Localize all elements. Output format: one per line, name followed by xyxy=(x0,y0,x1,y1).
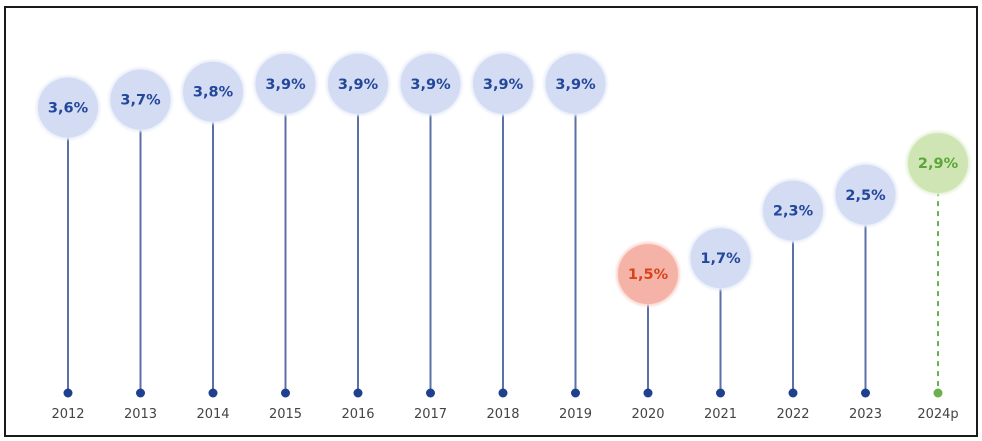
bubble-2019 xyxy=(545,53,606,114)
x-tick-label-2015: 2015 xyxy=(269,407,302,422)
lollipop-2023: 2,5% 2023 xyxy=(833,162,898,422)
x-tick-label-2016: 2016 xyxy=(341,407,374,422)
value-label-2014: 3,8% xyxy=(193,85,234,101)
bubble-2016 xyxy=(328,53,388,114)
base-dot-2014 xyxy=(208,388,218,398)
x-tick-label-2013: 2013 xyxy=(124,407,157,422)
lollipop-2024p: 2,9% 2024p xyxy=(906,131,970,422)
lollipop-2015: 3,9% 2015 xyxy=(253,51,318,422)
base-dot-2022 xyxy=(788,388,798,398)
base-dot-2024p xyxy=(933,388,943,398)
x-tick-label-2021: 2021 xyxy=(704,407,737,422)
bubble-2022 xyxy=(763,180,823,241)
bubble-2017 xyxy=(400,53,461,114)
value-label-2020: 1,5% xyxy=(628,267,669,283)
bubble-2018 xyxy=(473,53,533,114)
value-label-2012: 3,6% xyxy=(48,101,89,117)
x-tick-label-2024p: 2024p xyxy=(917,407,958,422)
value-label-2023: 2,5% xyxy=(845,188,886,204)
value-label-2016: 3,9% xyxy=(338,77,379,93)
x-tick-label-2014: 2014 xyxy=(196,407,229,422)
x-tick-label-2017: 2017 xyxy=(414,407,447,422)
base-dot-2018 xyxy=(498,388,508,398)
lollipop-2019: 3,9% 2019 xyxy=(543,51,608,422)
base-dot-2017 xyxy=(426,388,435,398)
lollipop-2014: 3,8% 2014 xyxy=(181,59,245,422)
bubble-2021 xyxy=(690,228,751,289)
lollipop-2018: 3,9% 2018 xyxy=(471,51,535,422)
lollipop-2013: 3,7% 2013 xyxy=(108,67,173,422)
bubble-2014 xyxy=(183,61,243,122)
value-label-2021: 1,7% xyxy=(700,251,741,267)
value-label-2017: 3,9% xyxy=(410,77,451,93)
base-dot-2013 xyxy=(136,388,145,398)
lollipop-2021: 1,7% 2021 xyxy=(688,226,753,422)
value-label-2013: 3,7% xyxy=(120,93,161,109)
bubble-2015 xyxy=(255,53,316,114)
value-label-2024p: 2,9% xyxy=(918,156,959,172)
lollipop-2012: 3,6% 2012 xyxy=(36,75,100,422)
base-dot-2012 xyxy=(63,388,73,398)
x-tick-label-2018: 2018 xyxy=(486,407,519,422)
value-label-2015: 3,9% xyxy=(265,77,306,93)
value-label-2018: 3,9% xyxy=(483,77,524,93)
lollipop-2017: 3,9% 2017 xyxy=(398,51,463,422)
base-dot-2020 xyxy=(643,388,653,398)
x-tick-label-2019: 2019 xyxy=(559,407,592,422)
bubble-2013 xyxy=(110,69,171,130)
lollipop-2022: 2,3% 2022 xyxy=(761,178,825,422)
x-tick-label-2023: 2023 xyxy=(849,407,882,422)
base-dot-2019 xyxy=(571,388,580,398)
x-tick-label-2022: 2022 xyxy=(776,407,809,422)
value-label-2022: 2,3% xyxy=(773,204,814,220)
base-dot-2015 xyxy=(281,388,290,398)
bubble-2024p xyxy=(908,133,968,194)
value-label-2019: 3,9% xyxy=(555,77,596,93)
base-dot-2021 xyxy=(716,388,725,398)
base-dot-2016 xyxy=(353,388,363,398)
lollipop-2016: 3,9% 2016 xyxy=(326,51,390,422)
bubble-2023 xyxy=(835,164,896,225)
x-tick-label-2020: 2020 xyxy=(631,407,664,422)
bubble-2020 xyxy=(618,244,678,305)
plot-area: 3,6% 2012 3,7% 2013 3,8% 2014 3,9% 2015 3,9% 2016… xyxy=(36,51,970,422)
base-dot-2023 xyxy=(861,388,870,398)
x-tick-label-2012: 2012 xyxy=(51,407,84,422)
bubble-2012 xyxy=(38,77,98,138)
lollipop-2020: 1,5% 2020 xyxy=(616,242,680,422)
